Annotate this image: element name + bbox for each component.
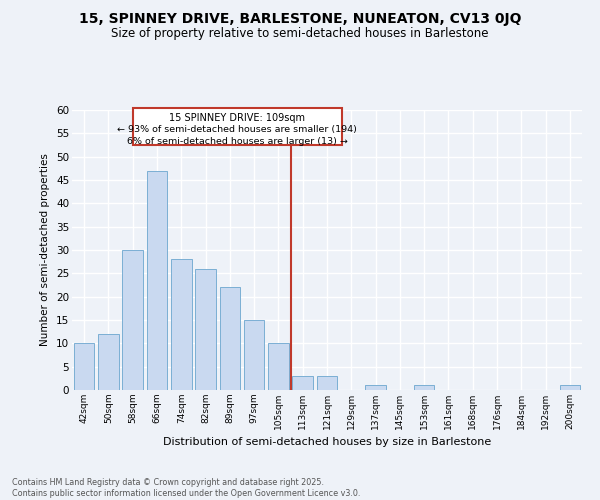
- Bar: [560, 386, 580, 390]
- Bar: [414, 386, 434, 390]
- Bar: [195, 268, 216, 390]
- Text: 6% of semi-detached houses are larger (13) →: 6% of semi-detached houses are larger (1…: [127, 137, 347, 146]
- Bar: [292, 376, 313, 390]
- Text: Contains HM Land Registry data © Crown copyright and database right 2025.
Contai: Contains HM Land Registry data © Crown c…: [12, 478, 361, 498]
- Bar: [74, 344, 94, 390]
- Text: 15 SPINNEY DRIVE: 109sqm: 15 SPINNEY DRIVE: 109sqm: [169, 114, 305, 124]
- Text: Size of property relative to semi-detached houses in Barlestone: Size of property relative to semi-detach…: [111, 28, 489, 40]
- Bar: [244, 320, 265, 390]
- Text: ← 93% of semi-detached houses are smaller (194): ← 93% of semi-detached houses are smalle…: [117, 126, 357, 134]
- Bar: [146, 170, 167, 390]
- Text: 15, SPINNEY DRIVE, BARLESTONE, NUNEATON, CV13 0JQ: 15, SPINNEY DRIVE, BARLESTONE, NUNEATON,…: [79, 12, 521, 26]
- Bar: [122, 250, 143, 390]
- Bar: [365, 386, 386, 390]
- Bar: [317, 376, 337, 390]
- Bar: [98, 334, 119, 390]
- Bar: [133, 108, 341, 145]
- Bar: [268, 344, 289, 390]
- Y-axis label: Number of semi-detached properties: Number of semi-detached properties: [40, 154, 50, 346]
- Bar: [171, 260, 191, 390]
- X-axis label: Distribution of semi-detached houses by size in Barlestone: Distribution of semi-detached houses by …: [163, 438, 491, 448]
- Bar: [220, 288, 240, 390]
